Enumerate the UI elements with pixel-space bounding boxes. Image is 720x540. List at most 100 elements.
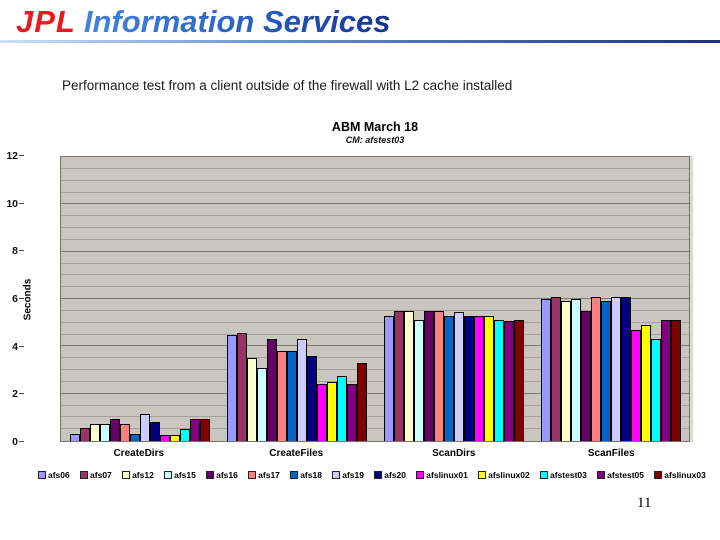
legend-label-afslinux02: afslinux02 (488, 470, 530, 480)
y-tick-mark (19, 298, 24, 299)
bar-afs06-createdirs (69, 433, 80, 441)
y-tick-mark (19, 345, 24, 347)
y-tick-mark (19, 393, 24, 395)
bar-afs07-createfiles (236, 333, 247, 441)
bar-afs19-createfiles (296, 339, 307, 441)
bar-afstest03-scandirs (493, 320, 504, 441)
legend-label-afs07: afs07 (90, 470, 112, 480)
y-tick-mark (19, 250, 24, 252)
y-tick-label: 6 (12, 293, 18, 305)
bar-afs18-scandirs (443, 315, 454, 441)
bar-afs19-scandirs (453, 312, 464, 441)
y-tick-mark (19, 155, 24, 156)
bar-afslinux03-scanfiles (670, 320, 681, 441)
chart: ABM March 18 CM: afstest03 Seconds 0 2 4 6 8… (6, 110, 710, 495)
legend-swatch-afstest03 (540, 471, 548, 479)
legend-label-afs06: afs06 (48, 470, 70, 480)
x-axis-label-createdirs: CreateDirs (113, 448, 165, 459)
bar-afs16-createfiles (266, 339, 277, 441)
bar-afs15-scandirs (413, 320, 424, 441)
y-tick-label: 2 (12, 388, 18, 401)
bar-groups (61, 157, 689, 441)
y-tick-label: 12 (6, 150, 18, 162)
legend-item-afs19: afs19 (332, 470, 364, 480)
bar-afslinux03-scandirs (513, 320, 524, 441)
bar-afs06-scandirs (383, 315, 394, 441)
bar-afs18-scanfiles (600, 301, 611, 441)
chart-legend: afs06 afs07 afs12 afs15 afs16 afs17 afs18 afs19… (38, 470, 706, 480)
bar-afs18-createfiles (286, 351, 297, 441)
bar-afs06-scanfiles (540, 299, 551, 441)
bar-afs20-scanfiles (620, 296, 631, 441)
legend-swatch-afs20 (374, 471, 383, 479)
legend-label-afs19: afs19 (342, 470, 364, 480)
x-axis-label-scanfiles: ScanFiles (587, 448, 635, 459)
bar-afs19-createdirs (139, 413, 150, 441)
bar-afstest05-scandirs (503, 321, 514, 441)
bar-afs17-createdirs (119, 424, 130, 441)
legend-item-afstest03: afstest03 (540, 470, 587, 480)
y-tick-mark (19, 441, 24, 442)
legend-swatch-afslinux03 (654, 471, 663, 479)
y-tick-label: 4 (12, 340, 18, 353)
legend-item-afslinux02: afslinux02 (478, 470, 530, 480)
bar-afslinux02-scanfiles (640, 325, 651, 441)
bar-afstest03-scanfiles (650, 339, 661, 441)
legend-label-afslinux01: afslinux01 (426, 470, 468, 480)
bar-afstest05-createdirs (189, 418, 200, 441)
bar-afslinux03-createdirs (199, 418, 210, 441)
legend-item-afstest05: afstest05 (597, 470, 644, 480)
legend-label-afstest03: afstest03 (550, 470, 587, 480)
legend-item-afs06: afs06 (38, 470, 70, 480)
y-axis-title-text: Seconds (22, 278, 34, 320)
legend-label-afs16: afs16 (216, 470, 238, 480)
logo-jpl-text: JPL (16, 4, 76, 39)
legend-swatch-afs17 (248, 471, 257, 479)
legend-swatch-afslinux02 (478, 471, 487, 479)
bar-afs15-createdirs (99, 424, 110, 441)
legend-label-afslinux03: afslinux03 (664, 470, 706, 480)
bar-afstest05-scanfiles (660, 320, 671, 441)
bar-afs12-createfiles (246, 358, 257, 441)
bar-afs16-createdirs (109, 418, 120, 441)
bar-afslinux01-createfiles (316, 384, 327, 441)
legend-swatch-afs15 (164, 471, 173, 479)
x-axis-label-scandirs: ScanDirs (432, 448, 476, 459)
bar-group-scanfiles (532, 157, 689, 441)
bar-afs12-scandirs (403, 310, 414, 441)
legend-item-afs20: afs20 (374, 470, 406, 480)
legend-label-afs18: afs18 (300, 470, 322, 480)
legend-item-afs07: afs07 (80, 470, 112, 480)
bar-afs17-scandirs (433, 310, 444, 441)
legend-swatch-afs06 (38, 471, 46, 479)
legend-swatch-afs16 (206, 471, 215, 479)
legend-swatch-afs07 (80, 471, 89, 479)
bar-afs17-scanfiles (590, 296, 601, 441)
bar-afs16-scandirs (423, 310, 434, 441)
bar-afslinux01-scanfiles (630, 329, 641, 441)
bar-afslinux01-createdirs (159, 435, 170, 441)
chart-title: ABM March 18 (331, 120, 419, 134)
legend-item-afslinux01: afslinux01 (416, 470, 468, 480)
bar-afs19-scanfiles (610, 296, 621, 441)
x-axis-label-createfiles: CreateFiles (269, 448, 324, 459)
legend-label-afs17: afs17 (258, 470, 280, 480)
legend-label-afs20: afs20 (384, 470, 406, 480)
legend-swatch-afstest05 (597, 471, 606, 479)
y-tick-label: 10 (6, 197, 18, 210)
bar-afs07-createdirs (79, 427, 90, 441)
slide-title: Performance test from a client outside o… (62, 78, 513, 93)
bar-afs06-createfiles (226, 334, 237, 441)
header-divider (0, 40, 720, 43)
bar-afs12-createdirs (89, 424, 100, 441)
bar-group-createdirs (61, 157, 218, 441)
legend-item-afs15: afs15 (164, 470, 196, 480)
bar-afslinux02-createdirs (169, 435, 180, 441)
legend-swatch-afslinux01 (416, 471, 425, 479)
bar-afs12-scanfiles (560, 301, 571, 441)
legend-label-afs15: afs15 (174, 470, 196, 480)
bar-afs20-createdirs (149, 422, 160, 441)
legend-label-afs12: afs12 (132, 470, 154, 480)
legend-item-afs17: afs17 (248, 470, 280, 480)
chart-subtitle: CM: afstest03 (345, 135, 405, 145)
